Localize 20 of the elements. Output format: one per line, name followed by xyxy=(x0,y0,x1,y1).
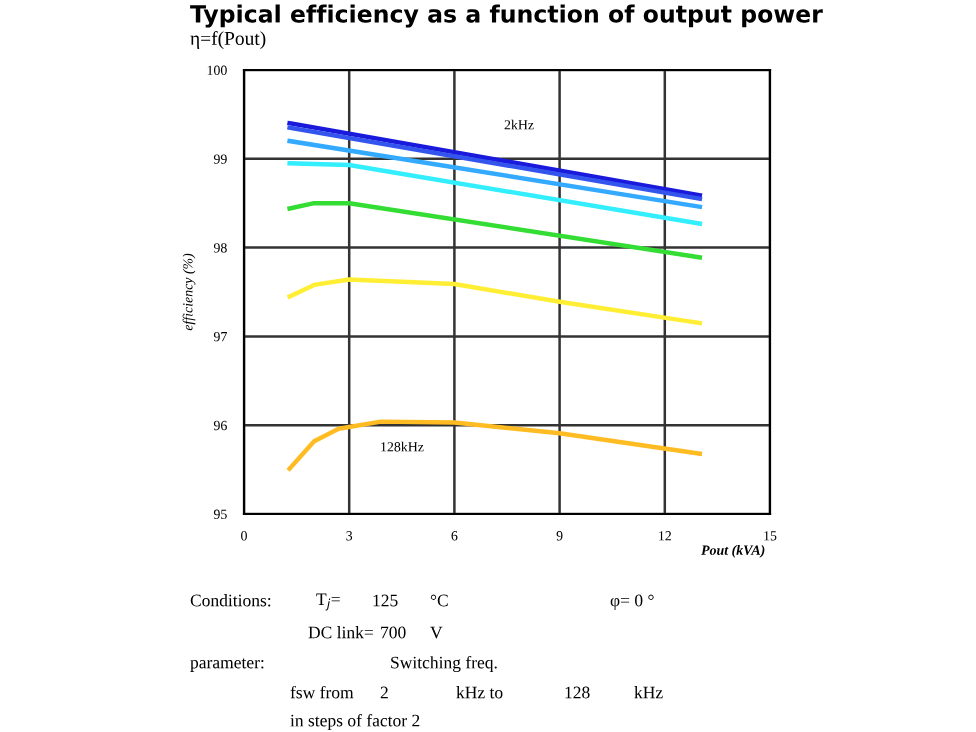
text: Switching freq. xyxy=(391,655,497,673)
line-series xyxy=(287,419,703,471)
text: 125 xyxy=(373,594,398,607)
text: fsw from xyxy=(290,685,354,699)
text: 700 xyxy=(381,626,406,639)
text: parameter: xyxy=(190,658,264,672)
chart-title: Typical efficiency as a function of output power xyxy=(190,4,823,28)
text: kHz to xyxy=(456,686,503,699)
text: DC link= xyxy=(308,626,373,639)
chart-subtitle: η=f(Pout) xyxy=(190,31,266,49)
text: T$_{j}$= xyxy=(316,593,340,611)
text: °C xyxy=(430,594,448,607)
text: 2 xyxy=(380,686,388,699)
text: Conditions: xyxy=(190,594,271,607)
text: in steps of factor 2 xyxy=(290,713,420,731)
text: kHz xyxy=(634,686,663,699)
text: V xyxy=(430,626,443,639)
text: φ= 0 ° xyxy=(610,594,654,610)
line-series xyxy=(287,277,703,326)
text: 128 xyxy=(565,686,590,699)
